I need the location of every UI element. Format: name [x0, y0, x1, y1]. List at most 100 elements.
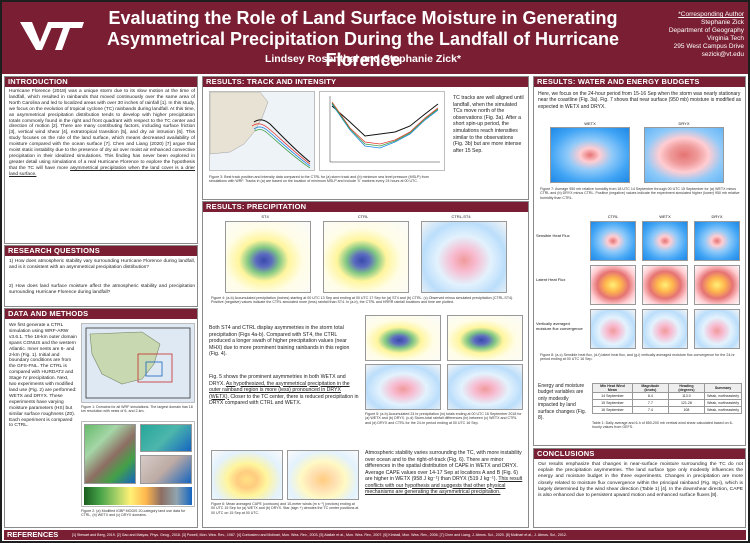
col-label-ctrl: CTRL — [607, 214, 619, 219]
precip-text-2-body: Fig. 5 shows the prominent asymmetries i… — [209, 374, 346, 387]
col-label-dryx: DRYX — [711, 214, 723, 219]
references-text: [1] Stewart and Berg, 2019. [2] Gao and … — [72, 533, 567, 537]
precip-text-3-conclusion: This result conflicts with our hypothesi… — [365, 476, 523, 495]
table-cell: Weak, northeasterly — [704, 392, 742, 400]
flux-map — [694, 221, 740, 261]
section-heading: DATA AND METHODS — [5, 309, 197, 319]
contact-email[interactable]: sezick@vt.edu — [701, 51, 744, 58]
section-heading: CONCLUSIONS — [534, 449, 745, 459]
rh-map-dryx — [644, 127, 724, 183]
title-line-1: Evaluating the Role of Land Surface Mois… — [108, 8, 618, 28]
landuse-legend — [84, 487, 192, 505]
vt-logo — [18, 16, 86, 54]
figure-1-domain-map — [81, 323, 195, 403]
precip-text-2-end: Closer to the TC center, there is reduce… — [209, 393, 359, 407]
precip-diff-dryx — [447, 364, 523, 410]
data-methods-panel: DATA AND METHODS We first generate a CTR… — [4, 308, 198, 528]
panel-label-dryx: DRYX — [678, 121, 690, 126]
table-cell: 7.7 — [631, 399, 669, 407]
figure-3b-mslp-plot — [319, 91, 445, 171]
research-questions-panel: RESEARCH QUESTIONS 1) How does atmospher… — [4, 245, 198, 307]
mslp-plot-graphic — [329, 96, 440, 163]
contact-block: *Corresponding Author Stephanie Zick Dep… — [632, 11, 744, 59]
figure-2-caption: Figure 2: (a) Modified IGBP MODIS 20-cat… — [81, 509, 186, 518]
track-intensity-panel: RESULTS: TRACK AND INTENSITY TC tracks a… — [202, 76, 529, 200]
introduction-text: Hurricane Florence (2018) was a unique s… — [9, 89, 195, 178]
row-label-sensible: Sensible Heat Flux — [536, 233, 570, 238]
flux-map — [590, 309, 636, 349]
landuse-map-ctrl — [84, 424, 136, 484]
section-heading: RESULTS: PRECIPITATION — [203, 202, 528, 212]
budget-text: Here, we focus on the 24-hour period fro… — [538, 91, 742, 110]
flux-map — [642, 309, 688, 349]
contact-line: Virginia Tech — [707, 35, 744, 42]
flux-map — [642, 221, 688, 261]
table-row: 14 September 8.4 113.0 Weak, northeaster… — [592, 392, 742, 400]
table-header-row: Min Heat Wind Mean Magnitude (knots) Hea… — [592, 383, 742, 393]
table-cell: 108 — [667, 406, 706, 414]
flux-map — [642, 265, 688, 305]
figure-6-caption: Figure 6: Mean averaged CAPE (contours) … — [211, 502, 359, 515]
panel-label-wetx: WETX — [584, 121, 596, 126]
references-bar: REFERENCES [1] Stewart and Berg, 2019. [… — [4, 530, 746, 540]
cape-map-wetx — [211, 450, 283, 500]
budget-text-2: Energy and moisture budget variables are… — [538, 383, 587, 422]
contact-line: Department of Geography — [668, 27, 744, 34]
cape-map-dryx — [287, 450, 359, 500]
section-heading: REFERENCES — [7, 530, 59, 539]
poster-header: Evaluating the Role of Land Surface Mois… — [2, 2, 748, 74]
introduction-hypothesis: asymmetrical precipitation when the land… — [9, 165, 196, 177]
table-cell: Weak, northeasterly — [704, 406, 742, 414]
col-label-wetx: WETX — [659, 214, 671, 219]
poster-title: Evaluating the Role of Land Surface Mois… — [98, 8, 628, 71]
table-row: 16 September 7.4 108 Weak, northeasterly — [592, 406, 742, 414]
introduction-panel: INTRODUCTION Hurricane Florence (2018) w… — [4, 76, 198, 244]
track-map-graphic — [209, 91, 311, 169]
precip-diff-wetx — [365, 364, 441, 410]
table-row: 15 September 7.7 121.28 Weak, northeaste… — [592, 399, 742, 407]
table-cell: 8.4 — [631, 392, 669, 400]
precip-map-ctrl — [323, 221, 409, 293]
precip-map-dryx — [447, 315, 523, 361]
precip-map-st4 — [225, 221, 311, 293]
table-cell: Weak, northeasterly — [704, 399, 742, 407]
figure-3a-track-map — [209, 91, 315, 171]
row-label-latent: Latent Heat Flux — [536, 277, 566, 282]
figure-3-caption: Figure 3: Best track position and intens… — [209, 175, 429, 184]
flux-map — [694, 265, 740, 305]
section-heading: RESULTS: WATER AND ENERGY BUDGETS — [534, 77, 745, 87]
figure-8-caption: Figure 8: (a-c) Sensible heat flux, (d-f… — [540, 353, 735, 362]
precip-text-3: Atmospheric stability varies surrounding… — [365, 450, 523, 496]
table-cell: 14 September — [592, 392, 633, 400]
section-heading: INTRODUCTION — [5, 77, 197, 87]
precip-text-2-hypothesis: As hypothesized, the asymmetrical precip… — [209, 380, 350, 400]
title-line-2: Asymmetrical Precipitation During the La… — [106, 29, 620, 70]
methods-text: We first generate a CTRL simulation usin… — [9, 323, 77, 429]
landuse-map-wetx — [140, 424, 192, 452]
introduction-body: Hurricane Florence (2018) was a unique s… — [9, 89, 195, 171]
panel-label-ctrl: CTRL — [357, 214, 369, 219]
precip-text-1: Both ST4 and CTRL display asymmetries in… — [209, 325, 350, 357]
figure-5-caption: Figure 5: (a-b) Accumulated 24 hr precip… — [365, 412, 522, 425]
research-question-1: 1) How does atmospheric stability vary s… — [9, 259, 195, 270]
conclusions-panel: CONCLUSIONS Our results emphasize that c… — [533, 448, 746, 528]
table-header: Min Heat Wind Mean — [592, 383, 633, 393]
table-cell: 15 September — [592, 399, 633, 407]
conclusions-text: Our results emphasize that changes in ne… — [538, 462, 743, 499]
results-precipitation-panel: RESULTS: PRECIPITATION ST4 CTRL CTRL-ST4… — [202, 201, 529, 528]
domain-map-graphic — [85, 327, 191, 399]
section-heading: RESEARCH QUESTIONS — [5, 246, 197, 256]
table-cell: 121.28 — [667, 399, 706, 407]
precip-map-ctrl-minus-st4 — [421, 221, 507, 293]
research-question-2: 2) How does land surface moisture affect… — [9, 284, 195, 295]
landuse-map-dryx — [140, 455, 192, 484]
figure-7-caption: Figure 7: Average 950 mb relative humidi… — [540, 187, 740, 200]
row-label-mfc: Vertically averaged moisture flux conver… — [536, 321, 583, 331]
track-intensity-text: TC tracks are well aligned until landfal… — [453, 95, 524, 154]
rh-map-wetx — [550, 127, 630, 183]
contact-line: *Corresponding Author — [678, 11, 744, 18]
table-header: Summary — [704, 383, 742, 393]
section-heading: RESULTS: TRACK AND INTENSITY — [203, 77, 528, 87]
contact-line: Stephanie Zick — [701, 19, 744, 26]
